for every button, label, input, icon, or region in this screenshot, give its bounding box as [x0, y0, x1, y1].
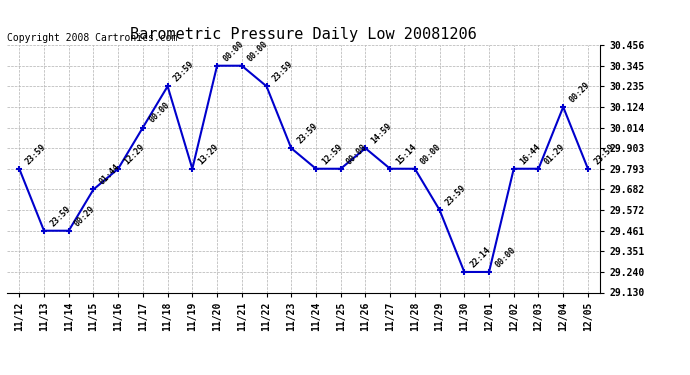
Text: 12:59: 12:59	[320, 142, 344, 166]
Text: 00:00: 00:00	[419, 142, 443, 166]
Text: 23:59: 23:59	[48, 204, 72, 228]
Text: 15:14: 15:14	[394, 142, 418, 166]
Text: 22:14: 22:14	[469, 245, 493, 269]
Text: 23:59: 23:59	[444, 183, 468, 207]
Text: 00:00: 00:00	[345, 142, 369, 166]
Title: Barometric Pressure Daily Low 20081206: Barometric Pressure Daily Low 20081206	[130, 27, 477, 42]
Text: 23:59: 23:59	[23, 142, 48, 166]
Text: 16:44: 16:44	[518, 142, 542, 166]
Text: 00:00: 00:00	[221, 39, 245, 63]
Text: 23:59: 23:59	[270, 59, 295, 84]
Text: 23:59: 23:59	[295, 122, 319, 146]
Text: 12:29: 12:29	[122, 142, 146, 166]
Text: Copyright 2008 Cartronics.com: Copyright 2008 Cartronics.com	[7, 33, 177, 42]
Text: 14:59: 14:59	[370, 122, 393, 146]
Text: 00:00: 00:00	[246, 39, 270, 63]
Text: 01:44: 01:44	[97, 163, 121, 187]
Text: 01:29: 01:29	[542, 142, 566, 166]
Text: 23:59: 23:59	[172, 59, 196, 84]
Text: 00:00: 00:00	[147, 100, 171, 125]
Text: 13:29: 13:29	[197, 142, 221, 166]
Text: 00:29: 00:29	[567, 80, 591, 104]
Text: 00:29: 00:29	[73, 204, 97, 228]
Text: 23:59: 23:59	[592, 142, 616, 166]
Text: 00:00: 00:00	[493, 245, 518, 269]
